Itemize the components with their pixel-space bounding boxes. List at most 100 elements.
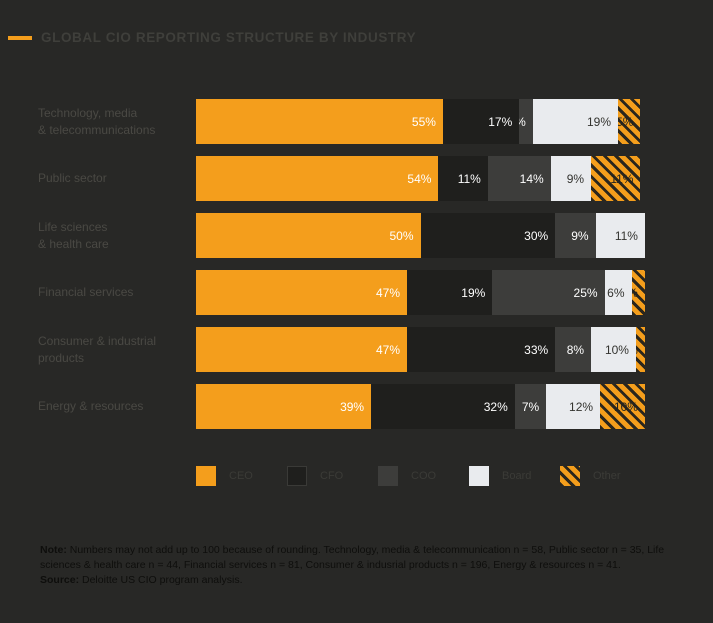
page-title: GLOBAL CIO REPORTING STRUCTURE BY INDUST… (41, 30, 417, 45)
segment-value-label: 19% (587, 114, 612, 129)
industry-row: Life sciences & health care 50% 30% 9% 11% (38, 213, 645, 258)
segment-value-label: 55% (411, 114, 436, 129)
bar-segment-coo: 14% (487, 156, 551, 201)
bar-segment-board: 10% (591, 327, 636, 372)
bar-segment-other: 11% (591, 156, 641, 201)
industry-label: Financial services (38, 285, 134, 300)
segment-value-label: 47% (375, 342, 401, 357)
segment-value-label: 50% (389, 228, 414, 243)
segment-value-label: 3% (632, 286, 645, 300)
legend-swatch-board (469, 466, 489, 486)
segment-value-label: 39% (340, 399, 365, 414)
title-accent-dash (8, 35, 32, 40)
segment-value-label: 9% (571, 228, 589, 243)
legend-item-coo: COO (378, 466, 469, 486)
bar-segment-cfo: 30% (420, 213, 556, 258)
segment-value-label: 6% (607, 285, 625, 300)
bar-segment-cfo: 32% (371, 384, 515, 429)
industry-label: Life sciences & health care (38, 220, 109, 251)
segment-value-label: 7% (521, 399, 540, 414)
segment-value-label: 11% (610, 171, 634, 186)
segment-value-label: 19% (461, 285, 486, 300)
legend-label: COO (411, 470, 437, 482)
stacked-bar: 54% 11% 14% 9% 11% (196, 156, 645, 201)
segment-value-label: 17% (488, 114, 513, 129)
bar-segment-ceo: 39% (196, 384, 372, 429)
stacked-bar: 47% 19% 25% 6% 3% (196, 270, 645, 315)
industry-label: Technology, media & telecommunications (38, 106, 156, 137)
legend-swatch-coo (378, 466, 398, 486)
bar-segment-ceo: 54% (196, 156, 439, 201)
industry-row: Consumer & industrial products 47% 33% 8% 10%… (38, 327, 645, 372)
bar-segment-other: 5% (618, 99, 641, 144)
legend-item-other: Other (560, 466, 621, 486)
segment-value-label: 3% (519, 115, 532, 129)
footnote: Note: Numbers may not add up to 100 beca… (40, 543, 688, 589)
note-text: Numbers may not add up to 100 because of… (40, 544, 665, 572)
segment-value-label: 2% (636, 343, 645, 357)
segment-value-label: 54% (407, 171, 432, 186)
chart-legend: CEO CFO COO Board Other (196, 466, 621, 486)
legend-item-ceo: CEO (196, 466, 287, 486)
legend-swatch-ceo (196, 466, 216, 486)
stacked-bar: 55% 17% 3% 19% 5% (196, 99, 645, 144)
industry-row: Financial services 47% 19% 25% 6% 3% (38, 270, 645, 315)
legend-swatch-other (560, 466, 580, 486)
bar-segment-coo: 9% (555, 213, 596, 258)
segment-value-label: 47% (375, 285, 401, 300)
segment-value-label: 33% (524, 342, 549, 357)
footnote-note-line: Note: Numbers may not add up to 100 beca… (40, 543, 688, 573)
chart-header: GLOBAL CIO REPORTING STRUCTURE BY INDUST… (8, 30, 416, 45)
bar-segment-ceo: 50% (196, 213, 421, 258)
industry-label: Consumer & industrial products (38, 334, 157, 365)
bar-segment-board: 9% (550, 156, 592, 201)
industry-row: Technology, media & telecommunications 55%… (38, 99, 645, 144)
bar-segment-ceo: 47% (196, 270, 408, 315)
legend-label: Other (593, 470, 621, 482)
bar-segment-coo: 25% (492, 270, 605, 315)
segment-value-label: 25% (573, 285, 598, 300)
bar-segment-other: 3% (631, 270, 645, 315)
bar-segment-coo: 7% (514, 384, 547, 429)
segment-value-label: 30% (524, 228, 549, 243)
legend-swatch-cfo (287, 466, 307, 486)
segment-value-label: 5% (618, 114, 634, 129)
legend-item-board: Board (469, 466, 560, 486)
bar-segment-other: 10% (600, 384, 645, 429)
bar-segment-ceo: 47% (196, 327, 408, 372)
legend-label: CEO (229, 470, 253, 482)
industry-label: Public sector (38, 171, 107, 186)
stacked-bar: 50% 30% 9% 11% (196, 213, 645, 258)
industry-row: Public sector 54% 11% 14% 9% 11% (38, 156, 645, 201)
stacked-bar: 39% 32% 7% 12% 10% (196, 384, 645, 429)
bar-segment-board: 19% (532, 99, 619, 144)
segment-value-label: 11% (614, 228, 638, 243)
bar-segment-other: 2% (635, 327, 645, 372)
bar-segment-board: 12% (546, 384, 601, 429)
stacked-bar-chart: Technology, media & telecommunications 55%… (38, 99, 645, 441)
stacked-bar: 47% 33% 8% 10% 2% (196, 327, 645, 372)
bar-segment-coo: 8% (555, 327, 592, 372)
footnote-source-line: Source: Deloitte US CIO program analysis… (40, 573, 688, 588)
segment-value-label: 9% (566, 171, 585, 186)
segment-value-label: 11% (457, 171, 481, 186)
segment-value-label: 10% (604, 342, 629, 357)
legend-label: CFO (320, 470, 344, 482)
segment-value-label: 8% (566, 342, 585, 357)
bar-segment-cfo: 11% (438, 156, 488, 201)
segment-value-label: 32% (483, 399, 508, 414)
segment-value-label: 10% (613, 399, 638, 414)
industry-label: Energy & resources (38, 399, 144, 414)
bar-segment-cfo: 19% (407, 270, 493, 315)
industry-row: Energy & resources 39% 32% 7% 12% 10% (38, 384, 645, 429)
note-label: Note: (40, 544, 67, 556)
segment-value-label: 12% (569, 399, 594, 414)
bar-segment-ceo: 55% (196, 99, 443, 144)
bar-segment-coo: 3% (519, 99, 533, 144)
source-label: Source: (40, 574, 80, 587)
legend-label: Board (502, 470, 532, 482)
legend-item-cfo: CFO (287, 466, 378, 486)
bar-segment-cfo: 17% (442, 99, 520, 144)
source-text: Deloitte US CIO program analysis. (79, 574, 243, 587)
